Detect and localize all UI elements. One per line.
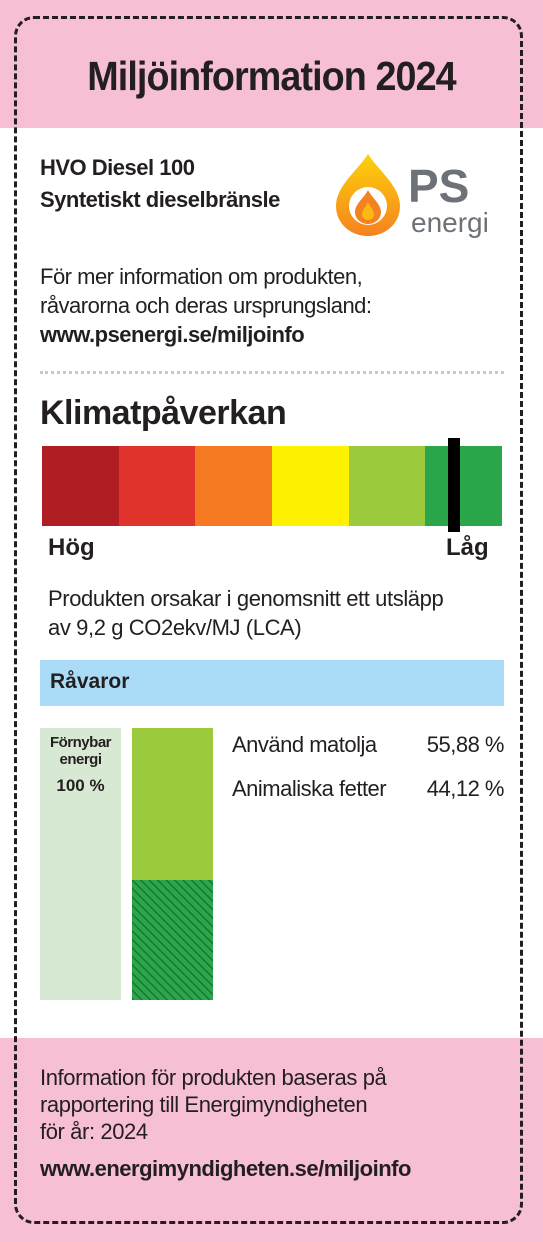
renewable-percent: 100 % [56,776,105,795]
info-line2: råvarorna och deras ursprungsland: [40,293,372,318]
info-line1: För mer information om produkten, [40,264,363,289]
scale-segment-2 [118,446,196,526]
climate-scale-marker [447,438,460,532]
footer-line3: för år: 2024 [40,1119,148,1144]
product-name: HVO Diesel 100 Syntetiskt dieselbränsle [40,152,280,216]
raw-materials-header: Råvaror [40,660,504,706]
renewable-energy-column: Förnybar energi 100 % [40,728,121,1000]
raw-material-row: Använd matolja 55,88 % [232,728,505,772]
scale-segment-1 [42,446,119,526]
product-name-line1: HVO Diesel 100 [40,155,195,180]
dotted-divider [40,371,504,374]
stack-segment-2 [132,879,213,1000]
climate-impact-scale [42,446,503,526]
scale-segment-3 [195,446,273,526]
emission-line2: av 9,2 g CO2ekv/MJ (LCA) [48,615,302,640]
logo-text-main: PS [408,160,469,212]
page-title: Miljöinformation 2024 [87,53,456,99]
footer-line1: Information för produkten baseras på [40,1065,387,1090]
logo-text-sub: energi [411,207,489,238]
product-name-line2: Syntetiskt dieselbränsle [40,187,280,212]
renewable-label-line1: Förnybar [49,734,112,751]
renewable-label: Förnybar energi [40,734,121,768]
raw-material-value: 55,88 % [426,732,505,757]
ps-energi-logo: PS energi [336,154,489,238]
raw-material-value: 44,12 % [426,776,505,801]
raw-materials-heading: Råvaror [50,670,130,693]
footer-line2: rapportering till Energimyndigheten [40,1092,368,1117]
scale-high-label: Hög [48,534,95,561]
climate-heading: Klimatpåverkan [40,394,287,432]
raw-material-name: Använd matolja [232,732,377,757]
footer-info: Information för produkten baseras på rap… [40,1064,387,1145]
raw-material-row: Animaliska fetter 44,12 % [232,772,505,816]
info-url-link[interactable]: www.psenergi.se/miljoinfo [40,322,305,347]
raw-material-name: Animaliska fetter [232,776,387,801]
footer-url-link[interactable]: www.energimyndigheten.se/miljoinfo [40,1156,411,1181]
scale-segment-4 [272,446,349,526]
raw-materials-stacked-bar [132,728,213,1000]
emission-text: Produkten orsakar i genomsnitt ett utslä… [48,584,444,642]
raw-materials-list: Använd matolja 55,88 % Animaliska fetter… [232,728,505,816]
renewable-label-line2: energi [59,751,102,768]
flame-drop-icon [336,154,400,236]
header-band [0,0,543,128]
stack-segment-1 [132,728,213,880]
footer-band [0,1038,543,1242]
emission-line1: Produkten orsakar i genomsnitt ett utslä… [48,586,444,611]
scale-segment-5 [348,446,426,526]
scale-low-label: Låg [446,534,489,561]
scale-segment-6 [425,446,503,526]
more-info-block: För mer information om produkten, råvaro… [40,262,372,349]
